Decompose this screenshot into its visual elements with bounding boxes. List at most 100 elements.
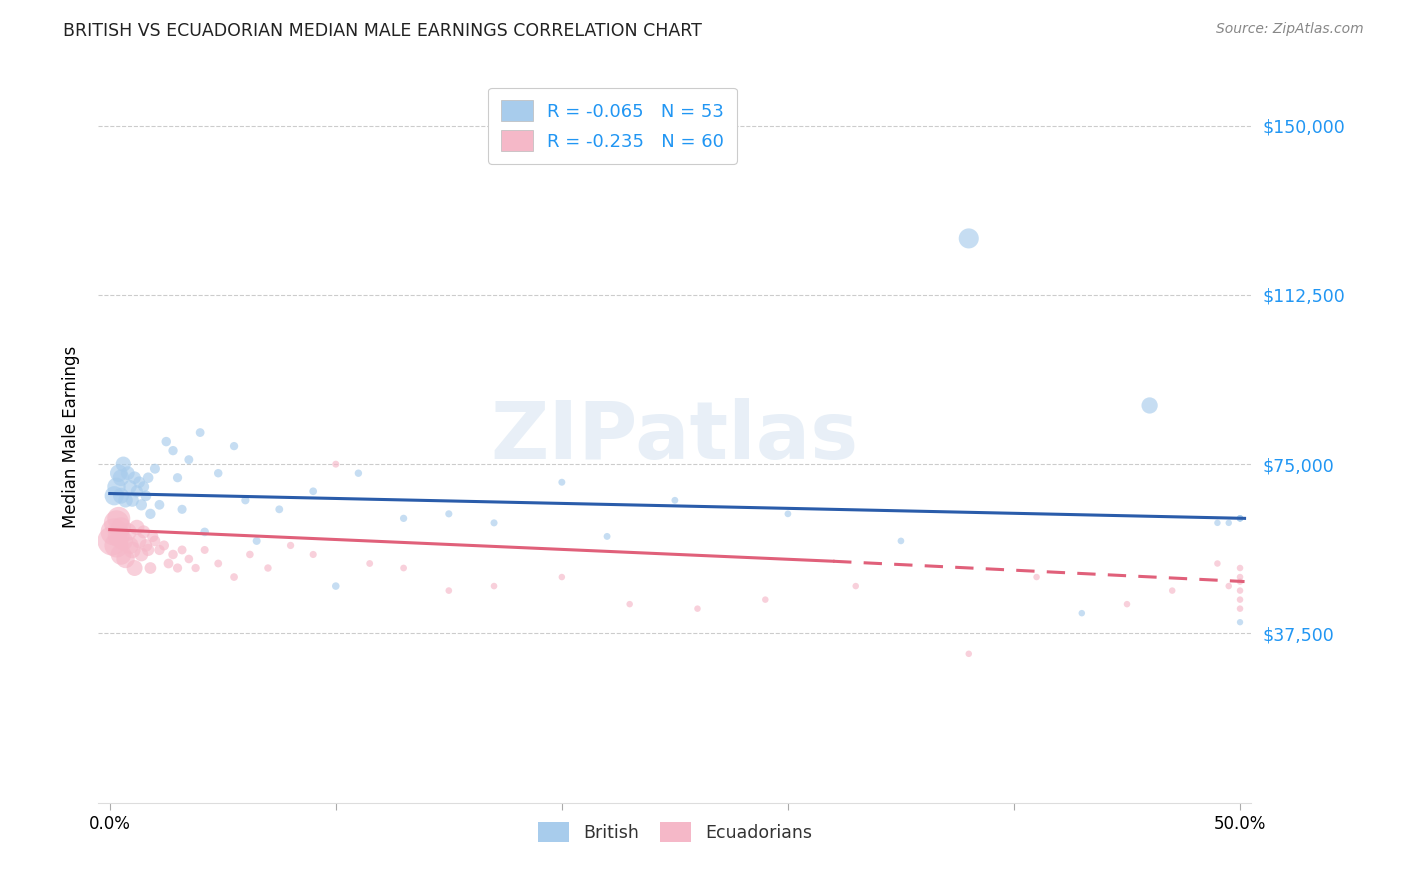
Point	[1229, 570, 1251, 584]
Point	[1229, 615, 1251, 630]
Point	[482, 579, 505, 593]
Point	[1229, 511, 1251, 525]
Point	[143, 461, 166, 475]
Point	[121, 543, 143, 558]
Point	[139, 507, 162, 521]
Point	[235, 493, 257, 508]
Point	[269, 502, 291, 516]
Point	[170, 543, 193, 558]
Point	[776, 507, 799, 521]
Point	[257, 561, 280, 575]
Point	[239, 548, 262, 562]
Point	[124, 471, 146, 485]
Point	[112, 457, 135, 471]
Point	[117, 466, 139, 480]
Point	[664, 493, 686, 508]
Point	[184, 561, 207, 575]
Point	[132, 480, 155, 494]
Point	[437, 583, 460, 598]
Point	[437, 507, 460, 521]
Point	[222, 439, 245, 453]
Point	[177, 452, 200, 467]
Point	[1229, 511, 1251, 525]
Point	[166, 471, 188, 485]
Point	[162, 548, 184, 562]
Text: BRITISH VS ECUADORIAN MEDIAN MALE EARNINGS CORRELATION CHART: BRITISH VS ECUADORIAN MEDIAN MALE EARNIN…	[63, 22, 702, 40]
Point	[280, 538, 302, 552]
Legend: British, Ecuadorians: British, Ecuadorians	[531, 815, 818, 849]
Point	[128, 475, 150, 490]
Point	[347, 466, 370, 480]
Point	[194, 543, 217, 558]
Point	[166, 561, 188, 575]
Point	[1218, 516, 1240, 530]
Point	[551, 475, 574, 490]
Point	[1229, 511, 1251, 525]
Point	[135, 489, 157, 503]
Point	[120, 480, 142, 494]
Point	[105, 480, 128, 494]
Y-axis label: Median Male Earnings: Median Male Earnings	[62, 346, 80, 528]
Point	[153, 538, 176, 552]
Point	[125, 520, 148, 534]
Point	[105, 516, 128, 530]
Point	[1070, 606, 1092, 620]
Point	[117, 524, 139, 539]
Point	[207, 466, 229, 480]
Point	[392, 511, 415, 525]
Point	[139, 561, 162, 575]
Point	[596, 529, 619, 543]
Point	[112, 533, 135, 548]
Point	[148, 498, 170, 512]
Point	[302, 548, 325, 562]
Point	[155, 434, 177, 449]
Point	[619, 597, 641, 611]
Point	[136, 471, 159, 485]
Point	[1206, 516, 1229, 530]
Point	[551, 570, 574, 584]
Point	[125, 484, 148, 499]
Point	[957, 231, 980, 245]
Point	[359, 557, 381, 571]
Point	[132, 524, 155, 539]
Point	[302, 484, 325, 499]
Point	[188, 425, 211, 440]
Point	[392, 561, 415, 575]
Point	[157, 557, 180, 571]
Point	[754, 592, 776, 607]
Point	[1116, 597, 1139, 611]
Point	[1229, 574, 1251, 589]
Point	[103, 489, 125, 503]
Point	[121, 493, 143, 508]
Point	[1025, 570, 1047, 584]
Point	[101, 533, 124, 548]
Point	[845, 579, 868, 593]
Point	[207, 557, 229, 571]
Point	[143, 533, 166, 548]
Point	[114, 552, 136, 566]
Point	[177, 552, 200, 566]
Point	[246, 533, 269, 548]
Point	[110, 471, 132, 485]
Text: Source: ZipAtlas.com: Source: ZipAtlas.com	[1216, 22, 1364, 37]
Point	[131, 548, 153, 562]
Point	[135, 538, 157, 552]
Point	[686, 601, 709, 615]
Point	[1229, 592, 1251, 607]
Point	[162, 443, 184, 458]
Point	[1206, 557, 1229, 571]
Point	[131, 498, 153, 512]
Text: ZIPatlas: ZIPatlas	[491, 398, 859, 476]
Point	[110, 489, 132, 503]
Point	[890, 533, 912, 548]
Point	[107, 529, 129, 543]
Point	[110, 520, 132, 534]
Point	[1218, 579, 1240, 593]
Point	[103, 524, 125, 539]
Point	[1161, 583, 1184, 598]
Point	[124, 561, 146, 575]
Point	[222, 570, 245, 584]
Point	[148, 543, 170, 558]
Point	[1139, 399, 1161, 413]
Point	[1229, 583, 1251, 598]
